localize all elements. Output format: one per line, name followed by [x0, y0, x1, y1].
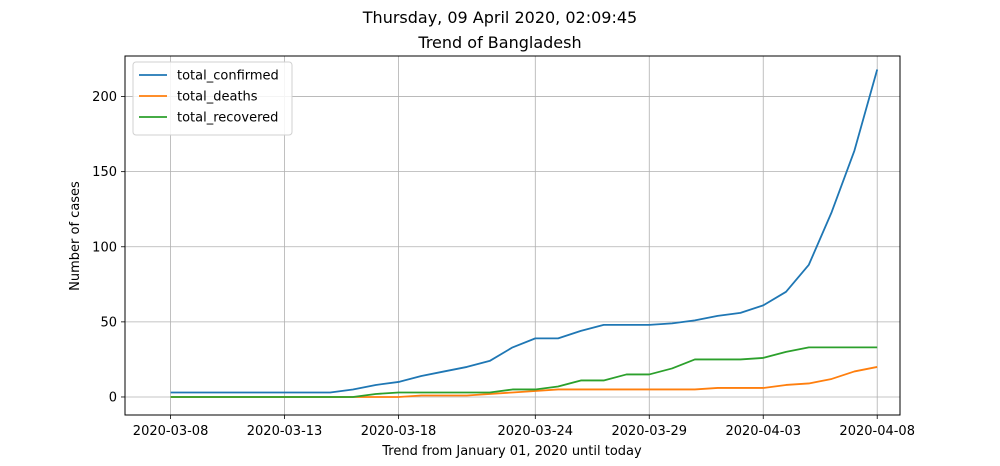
x-tick-label: 2020-04-08	[839, 424, 915, 439]
series-line-total-confirmed	[170, 69, 879, 394]
x-tick-label: 2020-03-13	[247, 424, 323, 439]
y-axis-label: Number of cases	[68, 181, 83, 291]
y-tick-label: 50	[100, 315, 117, 330]
y-tick-label: 200	[92, 90, 117, 105]
axis-ticks: 2020-03-08 2020-03-13 2020-03-18 2020-03-24…	[92, 90, 915, 439]
x-tick-label: 2020-03-08	[133, 424, 209, 439]
legend: total_confirmed total_deaths total_recover…	[132, 61, 293, 136]
series-lines	[170, 69, 879, 398]
x-tick-label: 2020-03-18	[361, 424, 437, 439]
chart-title: Trend of Bangladesh	[417, 33, 581, 52]
series-line-total-recovered	[170, 346, 878, 398]
chart-suptitle: Thursday, 09 April 2020, 02:09:45	[362, 8, 637, 27]
y-tick-label: 100	[92, 240, 117, 255]
y-tick-label: 0	[109, 390, 117, 405]
plot-area-frame	[124, 55, 901, 416]
y-tick-label: 150	[92, 165, 117, 180]
legend-label: total_deaths	[177, 90, 258, 105]
legend-box	[132, 61, 293, 136]
legend-label: total_confirmed	[177, 69, 279, 84]
x-axis-label: Trend from January 01, 2020 until today	[381, 444, 642, 459]
legend-label: total_recovered	[177, 111, 278, 126]
x-tick-label: 2020-04-03	[725, 424, 801, 439]
x-tick-label: 2020-03-24	[498, 424, 574, 439]
x-tick-label: 2020-03-29	[611, 424, 687, 439]
